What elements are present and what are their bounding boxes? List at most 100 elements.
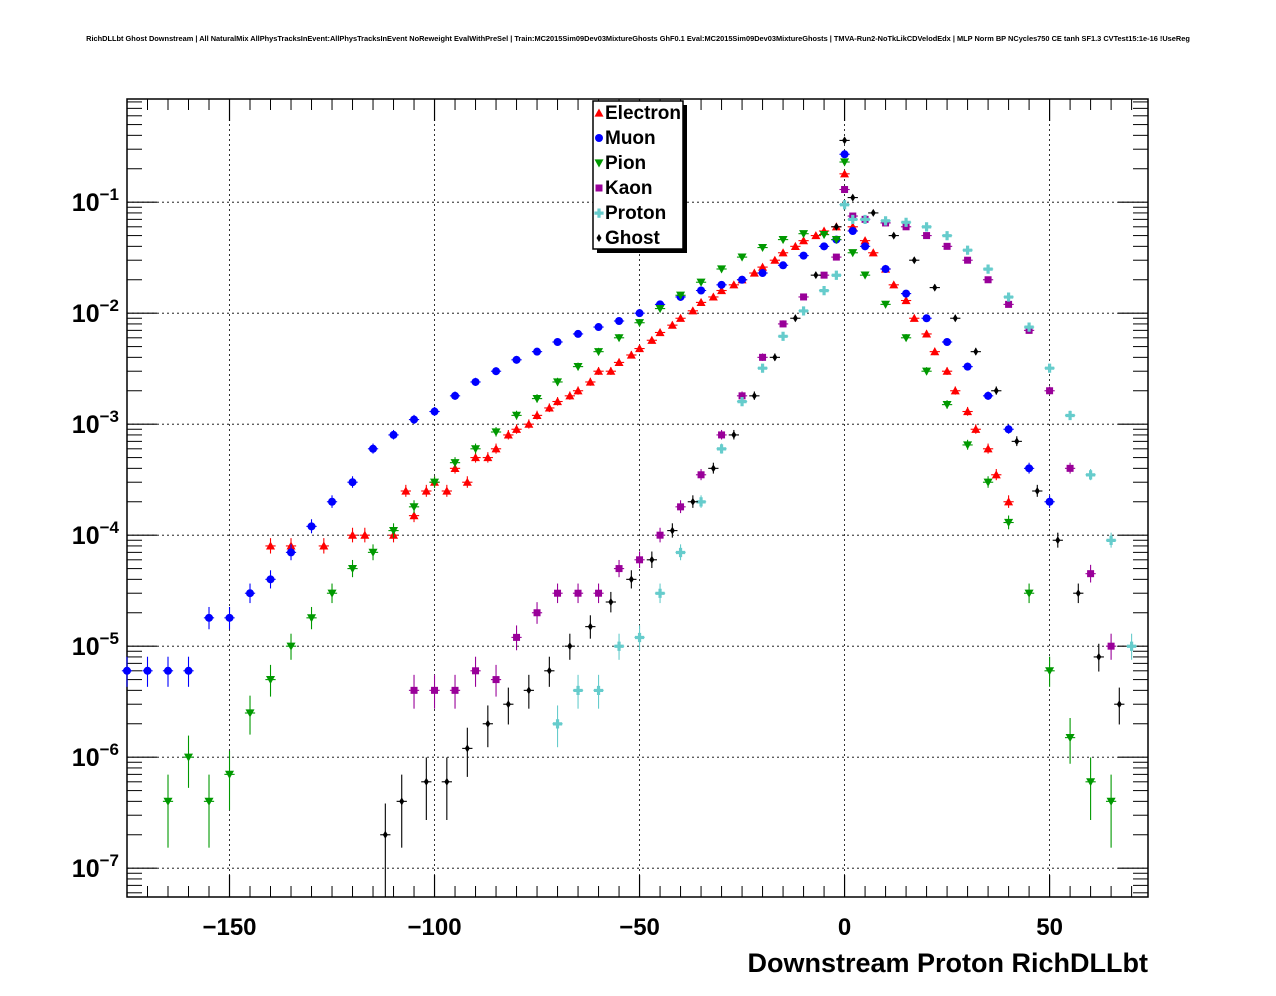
muon-point [1045, 497, 1054, 506]
muon-point [861, 242, 870, 251]
kaon-point [1005, 300, 1013, 308]
electron-point [1004, 497, 1014, 506]
muon-point [820, 242, 829, 251]
ghost-point [485, 719, 491, 728]
pion-point [901, 334, 911, 343]
muon-point [492, 367, 501, 376]
legend-marker-kaon [595, 184, 603, 192]
electron-point [647, 335, 657, 344]
kaon-point [615, 565, 623, 573]
pion-point [594, 348, 604, 357]
y-tick-label: 10−2 [72, 296, 119, 328]
proton-point [716, 444, 727, 454]
muon-point [840, 150, 849, 159]
muon-point [697, 286, 706, 295]
pion-point [963, 441, 973, 450]
muon-point [738, 275, 747, 284]
kaon-point [964, 256, 972, 264]
proton-point [1024, 322, 1034, 332]
legend-label-proton: Proton [605, 203, 666, 224]
muon-point [512, 355, 521, 364]
ghost-point [608, 598, 614, 607]
ghost-point [1075, 589, 1081, 598]
pion-point [184, 753, 194, 762]
proton-point [1126, 641, 1137, 651]
ghost-point [993, 386, 999, 395]
muon-point [963, 362, 972, 371]
pion-point [245, 709, 255, 718]
electron-point [991, 470, 1001, 479]
kaon-point [800, 293, 808, 301]
pion-point [737, 253, 747, 262]
electron-point [614, 357, 624, 367]
muon-point [410, 415, 419, 424]
muon-point [758, 269, 767, 278]
ghost-point [731, 430, 737, 439]
ghost-point [690, 497, 696, 506]
ghost-point [628, 575, 634, 584]
series-pion [162, 158, 1117, 848]
pion-point [573, 363, 583, 372]
proton-point [839, 200, 850, 210]
pion-point [635, 319, 645, 328]
electron-point [553, 397, 563, 406]
kaon-point [492, 676, 500, 684]
proton-point [921, 222, 932, 232]
pion-point [778, 236, 788, 245]
electron-point [667, 320, 677, 329]
proton-point [819, 286, 829, 296]
ghost-point [932, 283, 938, 292]
muon-point [307, 522, 316, 531]
pion-point [758, 243, 768, 253]
ghost-point [444, 777, 450, 786]
ghost-point [649, 555, 655, 564]
electron-point [901, 296, 911, 305]
muon-point [799, 251, 808, 260]
muon-point [1004, 425, 1013, 434]
ghost-point [1014, 437, 1020, 446]
muon-point [1025, 464, 1034, 473]
pion-point [1004, 518, 1014, 528]
legend-marker-muon [595, 134, 603, 142]
electron-point [778, 248, 788, 257]
ghost-point [1096, 652, 1102, 661]
ghost-point [710, 464, 716, 473]
ghost-point [772, 353, 778, 362]
proton-point [757, 363, 768, 373]
ghost-point [813, 271, 819, 280]
series-ghost [380, 136, 1125, 897]
kaon-point [513, 633, 521, 641]
ghost-point [505, 700, 511, 709]
electron-point [319, 541, 329, 550]
pion-point [860, 271, 870, 280]
pion-point [266, 675, 276, 685]
electron-point [585, 377, 595, 386]
legend-label-muon: Muon [605, 128, 656, 149]
kaon-point [595, 589, 603, 597]
muon-point [348, 478, 357, 487]
y-tick-label: 10−5 [72, 629, 119, 661]
legend-marker-electron [594, 108, 604, 117]
proton-point [737, 397, 747, 407]
ghost-point [833, 222, 839, 231]
ghost-point [567, 642, 573, 651]
muon-point [594, 323, 603, 332]
muon-point [553, 337, 562, 346]
axis-ticks [126, 99, 1148, 897]
y-tick-label: 10−7 [72, 851, 119, 883]
electron-point [409, 511, 419, 520]
kaon-point [451, 686, 459, 694]
pion-point [225, 770, 235, 779]
proton-point [942, 231, 952, 241]
proton-point [552, 719, 563, 729]
electron-point [360, 530, 370, 539]
ghost-point [464, 744, 470, 753]
legend-label-ghost: Ghost [605, 228, 661, 249]
pion-point [1106, 797, 1116, 806]
ghost-point [587, 622, 593, 631]
ghost-point [842, 136, 848, 145]
pion-point [696, 278, 706, 287]
series-muon [121, 150, 1055, 687]
pion-point [348, 564, 358, 574]
muon-point [123, 666, 131, 675]
